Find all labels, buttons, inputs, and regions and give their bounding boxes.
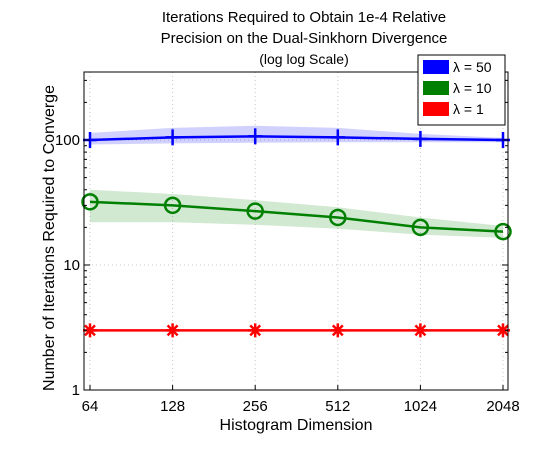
x-axis-label: Histogram Dimension <box>220 417 373 434</box>
chart-title-note: (log log Scale) <box>259 51 349 67</box>
data-point <box>163 196 182 215</box>
data-point <box>248 128 263 145</box>
data-point <box>413 323 428 338</box>
y-tick-label: 10 <box>63 257 80 274</box>
y-axis-ticks: 1 10 100 <box>55 79 508 399</box>
x-tick-label: 256 <box>243 398 268 415</box>
data-point <box>330 129 345 146</box>
legend-swatch <box>423 60 449 74</box>
data-point <box>246 202 264 220</box>
x-tick-label: 128 <box>160 398 185 415</box>
chart-subtitle: Precision on the Dual-Sinkhorn Divergenc… <box>161 30 448 47</box>
data-point <box>81 193 99 211</box>
data-point <box>165 323 180 338</box>
legend-label: λ = 50 <box>453 59 492 75</box>
data-point <box>411 218 430 237</box>
chart-title: Iterations Required to Obtain 1e-4 Relat… <box>162 9 446 26</box>
series-line <box>89 135 504 142</box>
y-axis-label: Number of Iterations Required to Converg… <box>41 85 58 391</box>
legend: λ = 50 λ = 10 λ = 1 <box>417 54 506 126</box>
plot-frame <box>83 71 509 391</box>
x-axis-ticks: 64 128 256 512 1024 2048 <box>82 385 520 415</box>
legend-label: λ = 1 <box>453 101 484 117</box>
data-point <box>413 130 428 147</box>
legend-swatch <box>423 102 449 116</box>
x-tick-label: 64 <box>82 398 99 415</box>
series-lines <box>89 135 504 332</box>
x-tick-label: 1024 <box>404 398 437 415</box>
y-tick-label: 100 <box>55 132 80 149</box>
x-tick-label: 2048 <box>486 398 519 415</box>
series-band <box>90 125 503 145</box>
data-point <box>494 222 512 241</box>
data-point <box>329 208 347 227</box>
legend-label: λ = 10 <box>453 80 492 96</box>
legend-swatch <box>423 81 449 95</box>
y-tick-label: 1 <box>72 382 80 399</box>
x-tick-label: 512 <box>325 398 350 415</box>
series-line <box>89 200 504 233</box>
data-point <box>165 129 180 146</box>
data-point <box>248 323 263 338</box>
data-point <box>330 323 345 338</box>
